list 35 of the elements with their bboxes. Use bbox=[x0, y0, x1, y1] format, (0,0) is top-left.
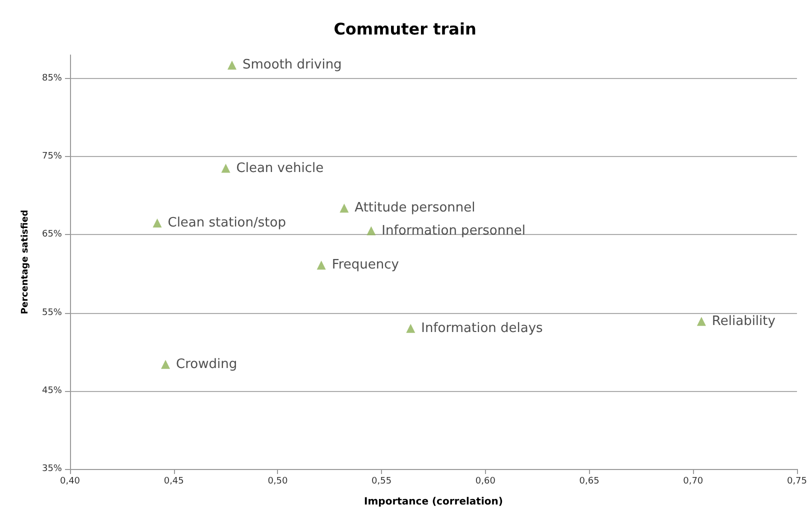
y-tick-label: 45% bbox=[42, 386, 62, 396]
x-tick-label: 0,45 bbox=[164, 476, 184, 486]
point bbox=[406, 324, 416, 333]
series-label: Attitude personnel bbox=[354, 200, 476, 216]
point bbox=[696, 316, 706, 326]
chart-title: Commuter train bbox=[334, 20, 476, 38]
y-axis-title: Percentage satisfied bbox=[20, 210, 30, 314]
series-label: Smooth driving bbox=[242, 58, 342, 73]
x-tick-label: 0,70 bbox=[683, 476, 704, 486]
series-label: Information delays bbox=[421, 320, 544, 336]
series-label: Frequency bbox=[332, 258, 400, 273]
point bbox=[221, 164, 230, 173]
point bbox=[152, 218, 162, 228]
point bbox=[366, 226, 376, 236]
y-tick-label: 85% bbox=[42, 73, 62, 84]
series-label: Clean station/stop bbox=[168, 215, 286, 230]
x-tick-label: 0,55 bbox=[372, 476, 392, 486]
x-tick-label: 0,75 bbox=[786, 476, 808, 486]
x-axis-title: Importance (correlation) bbox=[364, 496, 503, 508]
x-tick-label: 0,50 bbox=[268, 476, 288, 486]
point bbox=[161, 360, 170, 369]
x-tick-label: 0,40 bbox=[60, 476, 80, 486]
series-label: Crowding bbox=[176, 356, 238, 372]
series-label: Information personnel bbox=[382, 223, 526, 238]
point bbox=[340, 204, 349, 213]
series-label: Clean vehicle bbox=[236, 160, 324, 176]
x-tick-label: 0,65 bbox=[579, 476, 600, 486]
x-tick-label: 0,60 bbox=[475, 476, 496, 486]
y-tick-label: 65% bbox=[42, 230, 62, 240]
y-tick-label: 55% bbox=[42, 308, 62, 318]
point bbox=[316, 260, 326, 270]
series-label: Reliability bbox=[712, 314, 776, 329]
y-tick-label: 75% bbox=[42, 152, 62, 162]
y-tick-label: 35% bbox=[42, 464, 62, 474]
point bbox=[228, 60, 237, 70]
